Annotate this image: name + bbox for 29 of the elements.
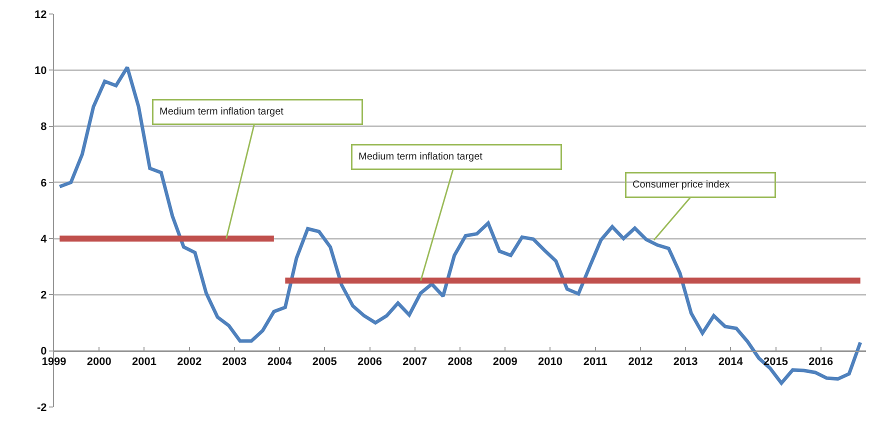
x-tick-label: 2009 (492, 356, 518, 368)
y-tick-label: 0 (40, 346, 47, 358)
x-tick-label: 2006 (358, 356, 382, 368)
y-tick-label: 2 (40, 290, 47, 302)
annotation: Consumer price index (632, 180, 730, 190)
x-tick-label: 2015 (764, 356, 788, 368)
y-tick-label: 4 (40, 233, 48, 246)
x-tick-label: 1999 (42, 356, 66, 368)
x-tick-label: 2008 (448, 356, 472, 368)
x-tick-label: 2004 (267, 356, 293, 368)
x-tick-label: 2002 (177, 356, 202, 368)
annotation: Medium term inflation target (160, 106, 284, 118)
x-tick-label: 2007 (402, 356, 428, 368)
y-tick-label: 6 (40, 177, 47, 190)
y-tick-label: 10 (34, 64, 47, 77)
x-tick-label: 2011 (583, 356, 608, 368)
x-tick-label: 2001 (132, 356, 156, 368)
y-tick-label: 8 (40, 121, 47, 134)
x-tick-label: 2010 (538, 356, 562, 368)
x-tick-label: 2003 (222, 356, 247, 368)
x-tick-label: 2000 (86, 356, 112, 368)
y-tick-label: -2 (37, 402, 47, 414)
x-tick-label: 2005 (312, 356, 337, 368)
x-tick-label: 2012 (628, 356, 653, 368)
x-tick-label: 2014 (718, 356, 744, 368)
x-tick-label: 2016 (808, 356, 834, 368)
annotation: Medium term inflation target (358, 152, 483, 162)
x-tick-label: 2013 (673, 356, 698, 368)
y-tick-label: 12 (34, 8, 47, 21)
